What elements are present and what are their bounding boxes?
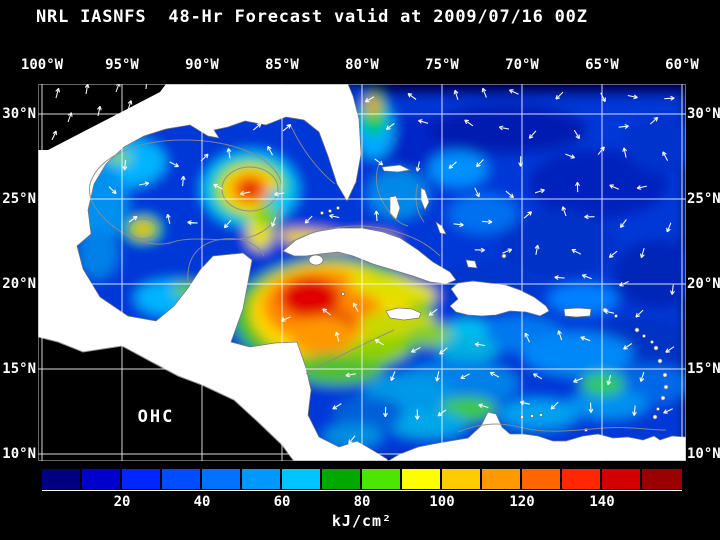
colorbar-tick-label: 100 — [429, 494, 455, 510]
colorbar-cell — [162, 469, 202, 489]
lon-tick-label: 90°W — [185, 57, 219, 73]
island-isla-juventud — [308, 254, 324, 266]
lon-tick-label: 70°W — [505, 57, 539, 73]
lat-tick-label-left: 25°N — [2, 191, 36, 207]
colorbar-cell — [562, 469, 602, 489]
lon-tick-label: 95°W — [105, 57, 139, 73]
islands-bahamas — [381, 164, 478, 269]
lon-tick-label: 65°W — [585, 57, 619, 73]
map-plot: OHC — [38, 84, 686, 461]
colorbar-cells — [42, 469, 682, 489]
island-cayman — [341, 292, 345, 296]
lat-tick-label-left: 10°N — [2, 446, 36, 462]
pacific-coastline — [38, 336, 295, 461]
colorbar-tick-label: 20 — [113, 494, 131, 510]
colorbar-cell — [82, 469, 122, 489]
colorbar-cell — [642, 469, 682, 489]
colorbar-cell — [602, 469, 642, 489]
land-south-america — [387, 411, 686, 461]
no-data-northwest-corner — [38, 84, 166, 150]
lon-tick-label: 85°W — [265, 57, 299, 73]
lat-tick-label-left: 20°N — [2, 276, 36, 292]
lat-tick-label-right: 20°N — [687, 276, 720, 292]
plot-title: NRL IASNFS 48-Hr Forecast valid at 2009/… — [36, 7, 588, 27]
current-vector-arrows — [51, 84, 675, 445]
colorbar-cell — [42, 469, 82, 489]
colorbar-cell — [362, 469, 402, 489]
plot-frame — [38, 84, 686, 461]
island-puerto-rico — [563, 307, 592, 318]
colorbar-cell — [322, 469, 362, 489]
lon-tick-label: 75°W — [425, 57, 459, 73]
colorbar-cell — [242, 469, 282, 489]
colorbar-tick-label: 60 — [273, 494, 291, 510]
lon-tick-label: 80°W — [345, 57, 379, 73]
island-hispaniola — [449, 280, 550, 317]
lat-tick-label-left: 30°N — [2, 106, 36, 122]
colorbar-cell — [442, 469, 482, 489]
colorbar-baseline — [42, 490, 682, 491]
lon-axis-labels: 100°W 95°W 90°W 85°W 80°W 75°W 70°W 65°W 60°W — [0, 57, 720, 75]
graticule — [38, 84, 686, 461]
colorbar-tick-label: 140 — [589, 494, 615, 510]
lat-tick-label-left: 15°N — [2, 361, 36, 377]
colorbar-cell — [402, 469, 442, 489]
colorbar-tick-label: 80 — [353, 494, 371, 510]
colorbar-cell — [522, 469, 562, 489]
island-cuba — [282, 227, 457, 285]
lat-tick-label-right: 30°N — [687, 106, 720, 122]
no-data-mask — [38, 84, 295, 461]
island-jamaica — [385, 307, 422, 321]
colorbar-cell — [482, 469, 522, 489]
bathymetry-contours — [89, 123, 667, 433]
colorbar-cell — [202, 469, 242, 489]
lat-tick-label-right: 15°N — [687, 361, 720, 377]
colorbar-tick-label: 40 — [193, 494, 211, 510]
lat-tick-label-right: 25°N — [687, 191, 720, 207]
no-data-pacific — [38, 337, 294, 461]
colorbar-cell — [122, 469, 162, 489]
colorbar-cell — [282, 469, 322, 489]
colorbar-tick-label: 120 — [509, 494, 535, 510]
lat-tick-label-right: 10°N — [687, 446, 720, 462]
colorbar-ticks: 20 40 60 80 100 120 140 — [42, 494, 682, 510]
ohc-label: OHC — [138, 407, 175, 427]
colorbar-units: kJ/cm² — [331, 512, 393, 530]
lon-tick-label: 100°W — [20, 57, 64, 73]
lon-tick-label: 60°W — [665, 57, 699, 73]
